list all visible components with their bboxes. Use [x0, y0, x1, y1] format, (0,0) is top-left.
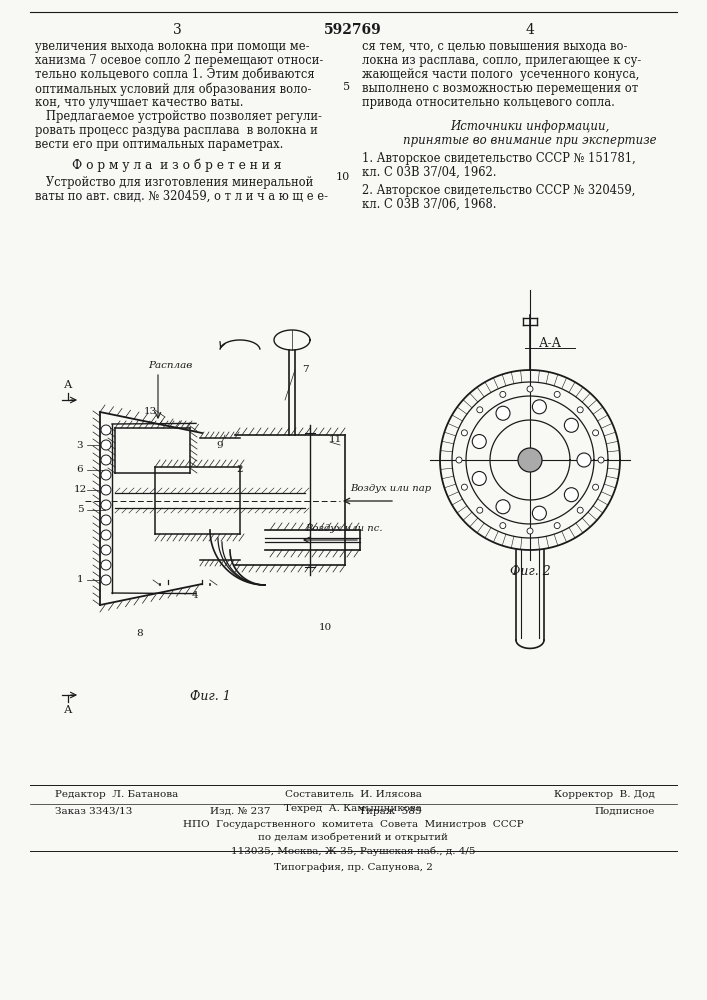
Circle shape: [101, 425, 111, 435]
Text: Предлагаемое устройство позволяет регули-: Предлагаемое устройство позволяет регули…: [35, 110, 322, 123]
Text: 10: 10: [336, 172, 350, 182]
Text: ся тем, что, с целью повышения выхода во-: ся тем, что, с целью повышения выхода во…: [362, 40, 627, 53]
Circle shape: [456, 457, 462, 463]
Circle shape: [101, 530, 111, 540]
Circle shape: [462, 484, 467, 490]
Circle shape: [564, 418, 578, 432]
Circle shape: [592, 484, 599, 490]
Text: 1. Авторское свидетельство СССР № 151781,: 1. Авторское свидетельство СССР № 151781…: [362, 152, 636, 165]
Text: Подписное: Подписное: [595, 807, 655, 816]
Text: Источники информации,: Источники информации,: [450, 120, 609, 133]
Text: 4: 4: [525, 23, 534, 37]
Text: Тираж  585: Тираж 585: [358, 807, 421, 816]
Text: 12: 12: [74, 486, 87, 494]
Text: оптимальных условий для образования воло-: оптимальных условий для образования воло…: [35, 82, 311, 96]
Circle shape: [496, 500, 510, 514]
Text: 3: 3: [76, 440, 83, 450]
Text: 2. Авторское свидетельство СССР № 320459,: 2. Авторское свидетельство СССР № 320459…: [362, 184, 636, 197]
Text: Воздух или пар: Воздух или пар: [350, 484, 431, 493]
Text: кон, что улучшает качество ваты.: кон, что улучшает качество ваты.: [35, 96, 243, 109]
Text: НПО  Государственного  комитета  Совета  Министров  СССР: НПО Государственного комитета Совета Мин…: [182, 820, 523, 829]
Text: 5: 5: [76, 506, 83, 514]
Text: 113035, Москва, Ж-35, Раушская наб., д. 4/5: 113035, Москва, Ж-35, Раушская наб., д. …: [230, 846, 475, 856]
Circle shape: [101, 470, 111, 480]
Circle shape: [101, 545, 111, 555]
Circle shape: [518, 448, 542, 472]
Circle shape: [527, 528, 533, 534]
Circle shape: [472, 471, 486, 485]
Circle shape: [101, 440, 111, 450]
Circle shape: [462, 430, 467, 436]
Text: увеличения выхода волокна при помощи ме-: увеличения выхода волокна при помощи ме-: [35, 40, 310, 53]
Text: выполнено с возможностью перемещения от: выполнено с возможностью перемещения от: [362, 82, 638, 95]
Text: Техред  А. Камышникова: Техред А. Камышникова: [284, 804, 422, 813]
Text: А: А: [64, 705, 72, 715]
Text: 4: 4: [192, 590, 198, 599]
Text: Ф о р м у л а  и з о б р е т е н и я: Ф о р м у л а и з о б р е т е н и я: [72, 158, 282, 172]
Text: ваты по авт. свид. № 320459, о т л и ч а ю щ е е-: ваты по авт. свид. № 320459, о т л и ч а…: [35, 190, 328, 203]
Text: кл. С 03В 37/04, 1962.: кл. С 03В 37/04, 1962.: [362, 166, 496, 179]
Circle shape: [477, 507, 483, 513]
Text: ровать процесс раздува расплава  в волокна и: ровать процесс раздува расплава в волокн…: [35, 124, 317, 137]
Text: 8: 8: [136, 629, 144, 638]
Circle shape: [527, 386, 533, 392]
Text: вести его при оптимальных параметрах.: вести его при оптимальных параметрах.: [35, 138, 284, 151]
Circle shape: [101, 575, 111, 585]
Text: 13: 13: [144, 408, 157, 416]
Text: Фиг. 1: Фиг. 1: [189, 690, 230, 703]
Text: ханизма 7 осевое сопло 2 перемещают относи-: ханизма 7 осевое сопло 2 перемещают отно…: [35, 54, 323, 67]
Text: Редактор  Л. Батанова: Редактор Л. Батанова: [55, 790, 178, 799]
Text: Типография, пр. Сапунова, 2: Типография, пр. Сапунова, 2: [274, 863, 433, 872]
Circle shape: [472, 435, 486, 449]
Text: жающейся части полого  усеченного конуса,: жающейся части полого усеченного конуса,: [362, 68, 639, 81]
Text: Устройство для изготовления минеральной: Устройство для изготовления минеральной: [35, 176, 313, 189]
Circle shape: [577, 407, 583, 413]
Circle shape: [577, 453, 591, 467]
Text: 7: 7: [302, 365, 308, 374]
Text: 6: 6: [76, 466, 83, 475]
Text: принятые во внимание при экспертизе: принятые во внимание при экспертизе: [403, 134, 657, 147]
Text: кл. С 03В 37/06, 1968.: кл. С 03В 37/06, 1968.: [362, 198, 496, 211]
Text: Расплав: Расплав: [148, 361, 192, 370]
Circle shape: [477, 407, 483, 413]
Circle shape: [101, 455, 111, 465]
Text: Корректор  В. Дод: Корректор В. Дод: [554, 790, 655, 799]
Text: локна из расплава, сопло, прилегающее к су-: локна из расплава, сопло, прилегающее к …: [362, 54, 641, 67]
Text: 1: 1: [76, 576, 83, 584]
Circle shape: [532, 506, 547, 520]
Text: тельно кольцевого сопла 1. Этим добиваются: тельно кольцевого сопла 1. Этим добивают…: [35, 68, 315, 81]
Text: Заказ 3343/13: Заказ 3343/13: [55, 807, 132, 816]
Text: 11: 11: [328, 436, 341, 444]
Circle shape: [101, 485, 111, 495]
Text: А-А: А-А: [539, 337, 561, 350]
Circle shape: [554, 523, 560, 529]
Circle shape: [101, 515, 111, 525]
Text: 3: 3: [173, 23, 182, 37]
Text: Составитель  И. Илясова: Составитель И. Илясова: [284, 790, 421, 799]
Text: привода относительно кольцевого сопла.: привода относительно кольцевого сопла.: [362, 96, 615, 109]
Text: 5: 5: [343, 82, 350, 92]
Circle shape: [554, 391, 560, 397]
Circle shape: [500, 523, 506, 529]
Circle shape: [532, 400, 547, 414]
Text: Изд. № 237: Изд. № 237: [210, 807, 270, 816]
Circle shape: [101, 500, 111, 510]
Text: 592769: 592769: [324, 23, 382, 37]
Circle shape: [564, 488, 578, 502]
Text: Воздух или пс.: Воздух или пс.: [305, 524, 382, 533]
Text: Фиг. 2: Фиг. 2: [510, 565, 550, 578]
Text: 2: 2: [237, 466, 243, 475]
Circle shape: [598, 457, 604, 463]
Circle shape: [577, 507, 583, 513]
Text: А: А: [64, 380, 72, 390]
Text: 10: 10: [318, 622, 332, 632]
Circle shape: [496, 406, 510, 420]
Text: 9: 9: [216, 440, 223, 450]
Circle shape: [500, 391, 506, 397]
Circle shape: [592, 430, 599, 436]
Text: по делам изобретений и открытий: по делам изобретений и открытий: [258, 833, 448, 842]
Circle shape: [101, 560, 111, 570]
